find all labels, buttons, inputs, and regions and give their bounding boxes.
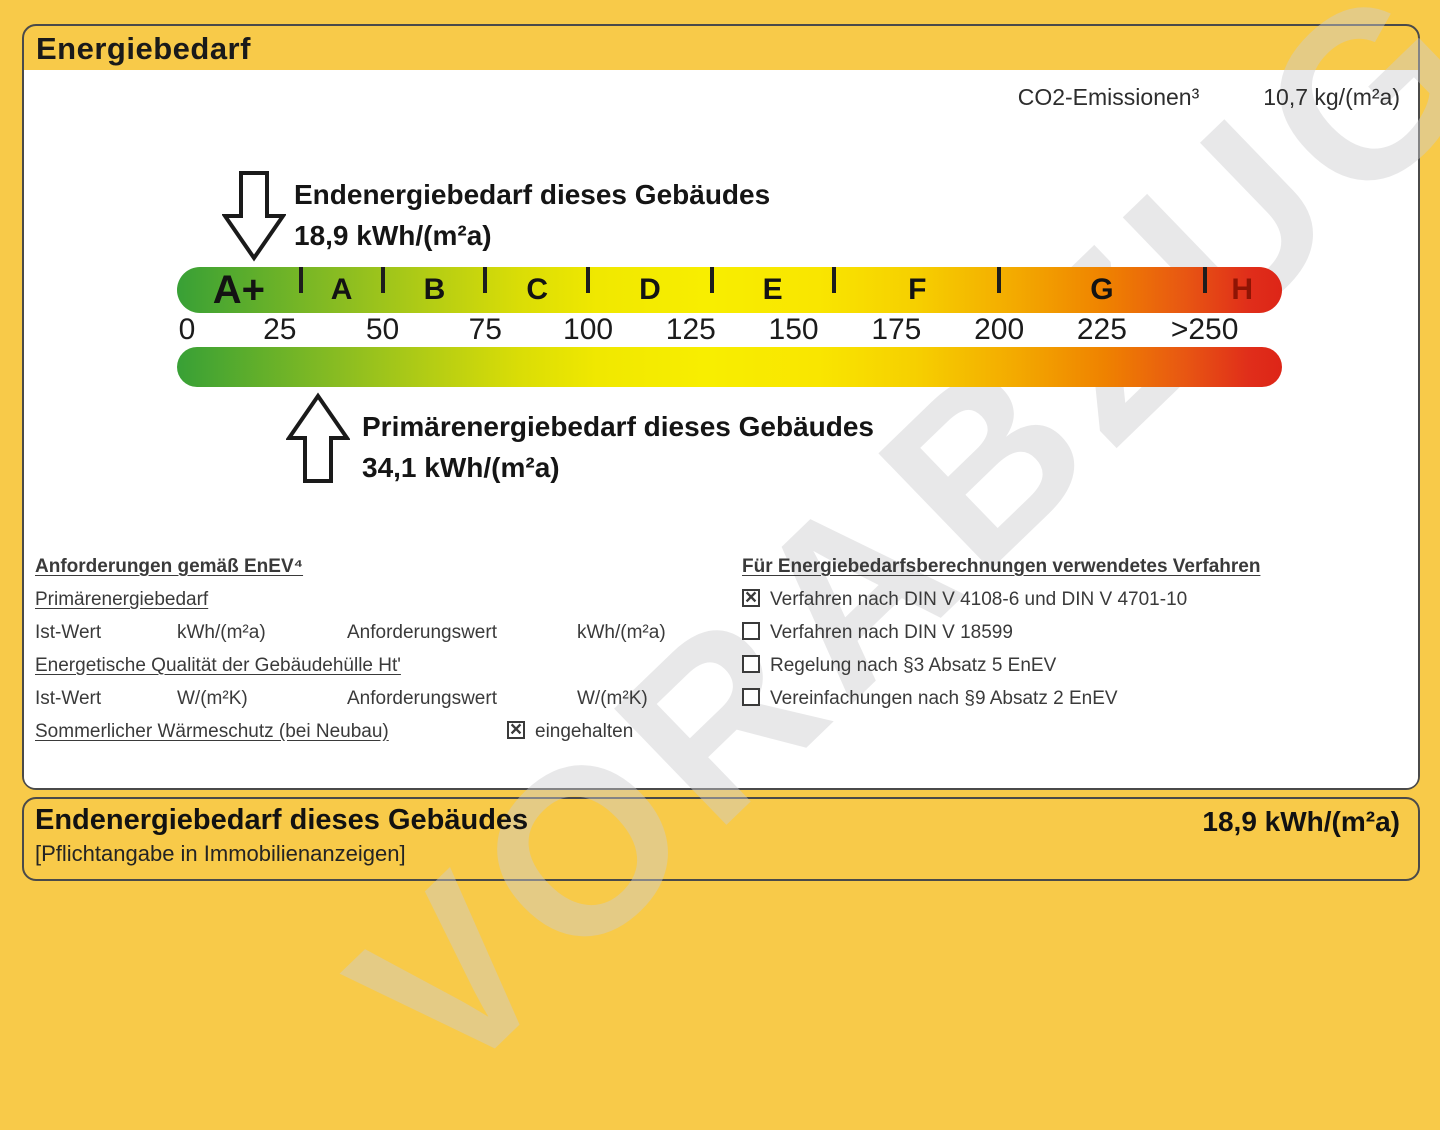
scale-number: 50 bbox=[365, 313, 400, 346]
up-arrow-icon bbox=[286, 392, 350, 483]
primary-energy-section-label: Primärenergiebedarf bbox=[35, 589, 209, 610]
ist-wert-unit: kWh/(m²a) bbox=[177, 622, 266, 643]
energy-class-a-plus: A+ bbox=[212, 268, 265, 312]
footer-panel: Endenergiebedarf dieses Gebäudes 18,9 kW… bbox=[22, 797, 1420, 881]
procedure-heading: Für Energiebedarfsberechnungen verwendet… bbox=[742, 556, 1261, 577]
footer-value: 18,9 kWh/(m²a) bbox=[1202, 806, 1400, 837]
summer-heat-protection-label: Sommerlicher Wärmeschutz (bei Neubau) bbox=[35, 721, 389, 742]
end-energy-value: 18,9 kWh/(m²a) bbox=[294, 220, 492, 251]
anforderungswert-label: Anforderungswert bbox=[347, 688, 497, 709]
energy-class-b: B bbox=[423, 273, 446, 306]
anforderungswert-label: Anforderungswert bbox=[347, 622, 497, 643]
scale-tick bbox=[483, 267, 488, 293]
procedure-section: Für Energiebedarfsberechnungen verwendet… bbox=[742, 550, 1407, 715]
ist-wert-unit: W/(m²K) bbox=[177, 688, 248, 709]
energiebedarf-panel: Energiebedarf CO2-Emissionen³ 10,7 kg/(m²… bbox=[22, 24, 1420, 790]
scale-number: 0 bbox=[178, 313, 196, 346]
ist-wert-label: Ist-Wert bbox=[35, 688, 102, 709]
energy-class-f: F bbox=[908, 273, 927, 306]
anforderungswert-unit: W/(m²K) bbox=[577, 688, 648, 709]
summer-check-group: eingehalten bbox=[507, 715, 633, 748]
scale-tick bbox=[380, 267, 385, 293]
scale-tick bbox=[997, 267, 1002, 293]
page-title: Energiebedarf bbox=[36, 31, 251, 66]
primary-energy-value: 34,1 kWh/(m²a) bbox=[362, 452, 560, 483]
footer-title: Endenergiebedarf dieses Gebäudes bbox=[35, 804, 529, 836]
procedure-option-label: Regelung nach §3 Absatz 5 EnEV bbox=[770, 655, 1057, 676]
scale-number: 225 bbox=[1076, 313, 1127, 346]
energy-class-d: D bbox=[639, 273, 661, 306]
footer-subtitle: [Pflichtangabe in Immobilienanzeigen] bbox=[35, 841, 406, 866]
envelope-quality-section-label: Energetische Qualität der Gebäudehülle H… bbox=[35, 655, 401, 676]
ist-wert-label: Ist-Wert bbox=[35, 622, 102, 643]
scale-tick bbox=[1202, 267, 1207, 293]
procedure-checkbox-2-unchecked-icon bbox=[742, 655, 760, 673]
co2-emissions-row: CO2-Emissionen³ 10,7 kg/(m²a) bbox=[1018, 84, 1400, 111]
requirements-section: Anforderungen gemäß EnEV⁴ Primärenergieb… bbox=[35, 550, 725, 748]
energy-class-g: G bbox=[1090, 273, 1114, 306]
energieausweis-page: Energiebedarf CO2-Emissionen³ 10,7 kg/(m²… bbox=[0, 0, 1440, 885]
requirements-heading: Anforderungen gemäß EnEV⁴ bbox=[35, 556, 304, 577]
energy-class-c: C bbox=[526, 273, 549, 306]
procedure-option-label: Verfahren nach DIN V 18599 bbox=[770, 622, 1013, 643]
down-arrow-icon bbox=[222, 171, 286, 262]
co2-label: CO2-Emissionen³ bbox=[1017, 84, 1200, 110]
co2-value: 10,7 kg/(m²a) bbox=[1263, 84, 1400, 110]
energy-class-h: H bbox=[1231, 273, 1254, 306]
scale-tick bbox=[298, 267, 303, 293]
procedure-option-label: Vereinfachungen nach §9 Absatz 2 EnEV bbox=[770, 688, 1118, 709]
primary-energy-label: Primärenergiebedarf dieses Gebäudes bbox=[362, 411, 874, 442]
scale-number: 150 bbox=[768, 313, 819, 346]
scale-number: 25 bbox=[263, 313, 297, 346]
scale-number: 125 bbox=[665, 313, 716, 346]
primary-energy-callout: Primärenergiebedarf dieses Gebäudes 34,1… bbox=[362, 406, 874, 488]
scale-number: 200 bbox=[974, 313, 1025, 346]
scale-number: 75 bbox=[468, 313, 502, 346]
energy-class-e: E bbox=[762, 273, 783, 306]
energy-class-band: A+ A B C D E F G H bbox=[177, 267, 1282, 313]
procedure-checkbox-0-checked-icon bbox=[742, 589, 760, 607]
primary-energy-band bbox=[177, 347, 1282, 387]
scale-number: 100 bbox=[563, 313, 614, 346]
end-energy-label: Endenergiebedarf dieses Gebäudes bbox=[294, 179, 771, 210]
summer-checkbox-checked-icon bbox=[507, 721, 525, 739]
end-energy-callout: Endenergiebedarf dieses Gebäudes 18,9 kW… bbox=[294, 174, 770, 256]
scale-number: >250 bbox=[1170, 313, 1239, 346]
scale-numbers: 0 25 50 75 100 125 150 175 200 225 >250 bbox=[177, 313, 1282, 347]
scale-tick bbox=[709, 267, 714, 293]
energy-scale: A+ A B C D E F G H 0 25 50 bbox=[177, 267, 1282, 387]
summer-checkbox-label: eingehalten bbox=[535, 721, 634, 742]
scale-number: 175 bbox=[871, 313, 922, 346]
energy-class-a: A bbox=[330, 273, 353, 306]
procedure-option-label: Verfahren nach DIN V 4108-6 und DIN V 47… bbox=[770, 589, 1188, 610]
anforderungswert-unit: kWh/(m²a) bbox=[577, 622, 666, 643]
procedure-checkbox-3-unchecked-icon bbox=[742, 688, 760, 706]
scale-tick bbox=[586, 267, 591, 293]
procedure-checkbox-1-unchecked-icon bbox=[742, 622, 760, 640]
scale-tick bbox=[832, 267, 837, 293]
